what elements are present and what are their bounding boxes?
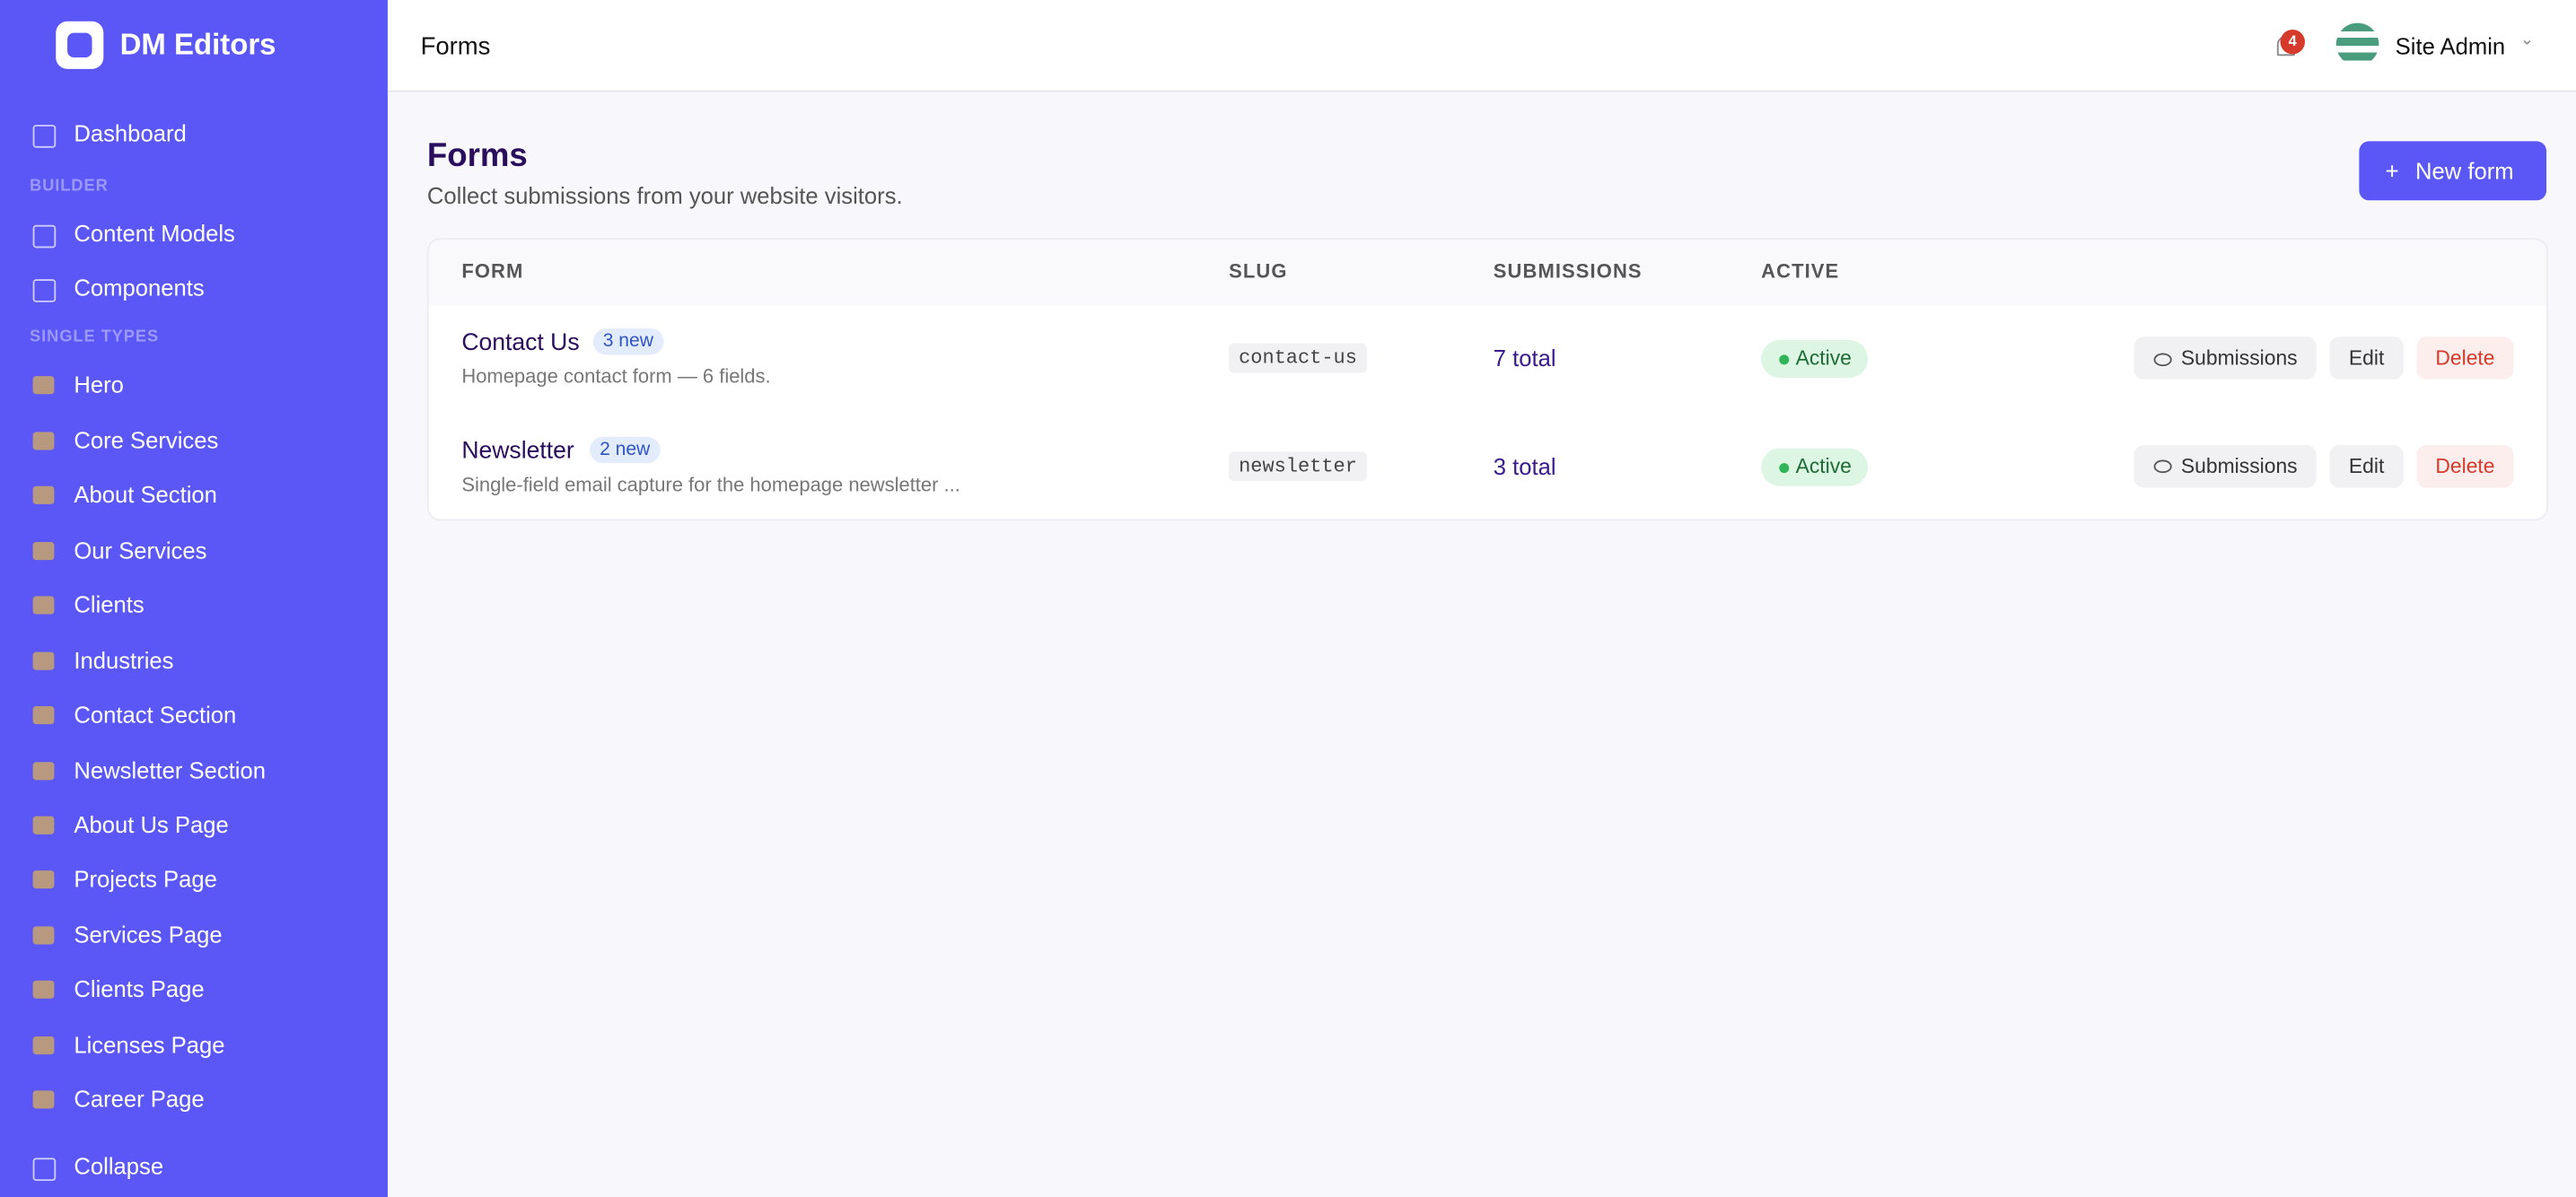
form-description: Single-field email capture for the homep… xyxy=(461,472,960,495)
nav-emoji-icon xyxy=(32,651,55,670)
eye-icon xyxy=(2152,459,2171,474)
nav-icon xyxy=(32,125,57,148)
action-button[interactable]: Edit xyxy=(2329,444,2404,487)
action-button[interactable]: Submissions xyxy=(2134,336,2317,380)
nav-item[interactable]: Dashboard xyxy=(74,119,187,146)
form-description: Homepage contact form — 6 fields. xyxy=(461,364,771,388)
submission-count[interactable]: 7 total xyxy=(1493,345,1556,371)
new-form-button[interactable]: + New form xyxy=(2359,141,2547,201)
nav-emoji-icon xyxy=(32,486,55,505)
nav-item[interactable]: Core Services xyxy=(74,426,219,453)
nav-emoji-icon xyxy=(32,870,55,890)
column-header: ACTIVE xyxy=(1761,259,1840,283)
nav-item[interactable]: Newsletter Section xyxy=(74,756,267,783)
slug: contact-us xyxy=(1229,343,1367,373)
topbar: Forms 4 Site Admin ⌄ xyxy=(387,0,2576,92)
sidebar: DM Editors Dashboard BUILDER Content Model… xyxy=(0,0,388,1197)
action-button[interactable]: Edit xyxy=(2329,336,2404,380)
table-header xyxy=(428,240,2547,306)
nav-emoji-icon xyxy=(32,432,55,450)
user-name[interactable]: Site Admin xyxy=(2395,32,2506,59)
nav-item[interactable]: Our Services xyxy=(74,537,207,564)
eye-icon xyxy=(2152,352,2171,366)
active-dot xyxy=(1779,462,1790,473)
action-label: Submissions xyxy=(2180,454,2298,477)
action-button[interactable]: Delete xyxy=(2416,336,2514,380)
active-dot xyxy=(1779,354,1790,365)
nav-item[interactable]: About Us Page xyxy=(74,811,229,838)
nav-item[interactable]: Content Models xyxy=(74,220,235,247)
nav-section-title: BUILDER xyxy=(29,177,109,196)
active-pill: Active xyxy=(1761,339,1869,378)
page-title: Forms xyxy=(426,137,528,175)
new-badge: 3 new xyxy=(592,328,663,355)
nav-item[interactable]: Career Page xyxy=(74,1086,205,1113)
nav-item[interactable]: Hero xyxy=(74,371,124,398)
nav-emoji-icon xyxy=(32,1035,55,1054)
nav-item[interactable]: Contact Section xyxy=(74,701,237,729)
action-label: Edit xyxy=(2348,346,2385,370)
nav-emoji-icon xyxy=(32,926,55,945)
nav-emoji-icon xyxy=(32,1090,55,1109)
column-header: SUBMISSIONS xyxy=(1493,259,1643,283)
nav-item[interactable]: Projects Page xyxy=(74,866,217,893)
nav-icon xyxy=(32,224,57,249)
nav-emoji-icon xyxy=(32,706,55,725)
new-badge: 2 new xyxy=(590,435,661,463)
nav-icon xyxy=(32,1158,57,1182)
notification-count: 4 xyxy=(2280,29,2305,55)
active-pill: Active xyxy=(1761,447,1869,485)
avatar[interactable] xyxy=(2335,22,2379,66)
chevron: ⌄ xyxy=(2519,31,2535,49)
nav-item[interactable]: Clients xyxy=(74,591,145,618)
nav-item[interactable]: Clients Page xyxy=(74,975,205,1003)
brand: DM Editors xyxy=(119,28,276,61)
nav-item[interactable]: About Section xyxy=(74,481,217,509)
nav-item[interactable]: Industries xyxy=(74,646,174,673)
new-form-label: New form xyxy=(2414,157,2514,184)
nav-item[interactable]: Licenses Page xyxy=(74,1031,225,1058)
action-button[interactable]: Submissions xyxy=(2134,444,2317,487)
action-label: Edit xyxy=(2348,454,2385,477)
column-header: SLUG xyxy=(1229,259,1288,283)
forms-table: FORM SLUG SUBMISSIONS ACTIVE Contact Us 3 new… xyxy=(426,238,2548,521)
nav-emoji-icon xyxy=(32,541,55,560)
nav-emoji-icon xyxy=(32,761,55,780)
nav-emoji-icon xyxy=(32,376,55,396)
page-subtitle: Collect submissions from your website vi… xyxy=(426,182,903,209)
action-label: Delete xyxy=(2435,454,2495,477)
submission-count[interactable]: 3 total xyxy=(1493,452,1556,479)
logo xyxy=(56,21,104,69)
action-label: Submissions xyxy=(2180,346,2298,370)
column-header: FORM xyxy=(461,259,524,283)
nav-item[interactable]: Collapse xyxy=(74,1152,164,1180)
nav-icon xyxy=(32,279,57,303)
nav-item[interactable]: Components xyxy=(74,275,205,301)
nav-emoji-icon xyxy=(32,596,55,615)
nav-section-title: SINGLE TYPES xyxy=(29,328,160,347)
nav-item[interactable]: Services Page xyxy=(74,921,223,948)
action-button[interactable]: Delete xyxy=(2416,444,2514,487)
form-name[interactable]: Newsletter xyxy=(461,437,574,465)
slug: newsletter xyxy=(1229,450,1367,481)
nav-emoji-icon xyxy=(32,816,55,834)
action-label: Delete xyxy=(2435,346,2495,370)
nav-emoji-icon xyxy=(32,981,55,1000)
topbar-title: Forms xyxy=(420,32,491,61)
form-name[interactable]: Contact Us xyxy=(461,329,580,357)
